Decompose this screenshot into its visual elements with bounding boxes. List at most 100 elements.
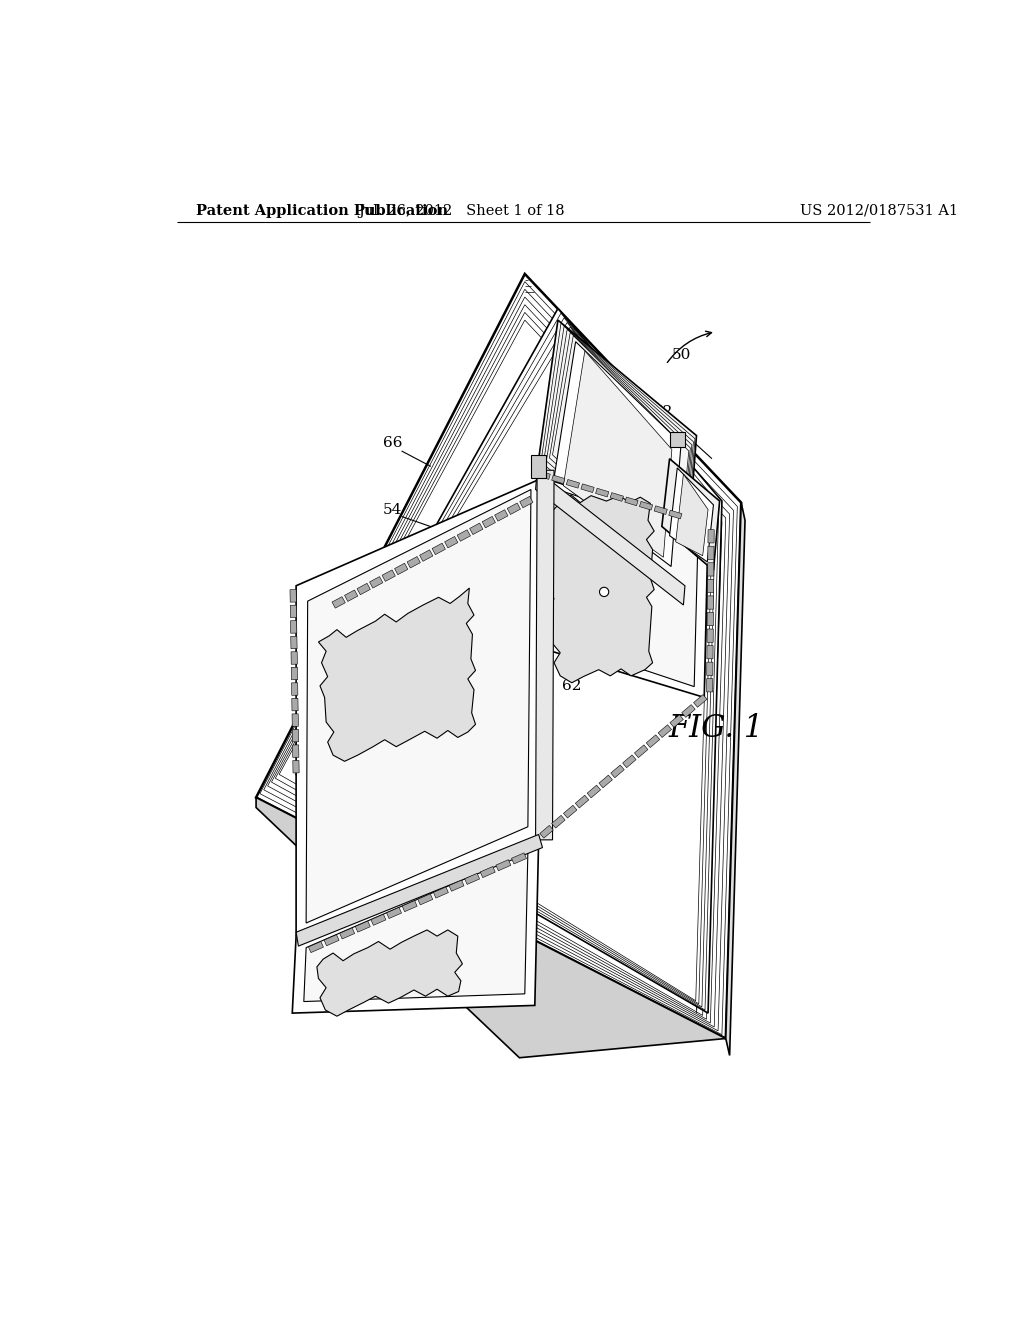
Polygon shape <box>707 630 714 643</box>
Polygon shape <box>552 816 565 828</box>
Text: US 2012/0187531 A1: US 2012/0187531 A1 <box>801 203 958 218</box>
Text: 54: 54 <box>608 590 628 605</box>
Polygon shape <box>340 928 354 939</box>
Polygon shape <box>610 492 624 502</box>
Polygon shape <box>470 523 483 535</box>
Polygon shape <box>531 455 547 478</box>
Text: 60: 60 <box>346 975 366 990</box>
Polygon shape <box>520 496 532 508</box>
Polygon shape <box>693 694 707 708</box>
Circle shape <box>599 587 608 597</box>
Polygon shape <box>291 620 297 634</box>
Polygon shape <box>536 470 685 605</box>
Polygon shape <box>708 579 714 593</box>
Polygon shape <box>566 479 580 488</box>
Polygon shape <box>496 859 511 871</box>
Polygon shape <box>676 474 708 556</box>
Polygon shape <box>256 797 726 1057</box>
Polygon shape <box>291 652 297 664</box>
Polygon shape <box>542 495 654 682</box>
Text: 68: 68 <box>302 638 322 652</box>
Polygon shape <box>540 825 553 838</box>
Polygon shape <box>639 502 652 510</box>
Polygon shape <box>708 612 714 626</box>
Text: 56: 56 <box>497 614 516 627</box>
Polygon shape <box>291 667 298 680</box>
Text: Jul. 26, 2012   Sheet 1 of 18: Jul. 26, 2012 Sheet 1 of 18 <box>358 203 565 218</box>
Polygon shape <box>552 475 565 483</box>
Polygon shape <box>670 432 685 447</box>
Polygon shape <box>296 834 543 946</box>
Polygon shape <box>512 853 526 865</box>
Polygon shape <box>708 595 714 609</box>
Polygon shape <box>292 714 298 726</box>
Polygon shape <box>292 682 298 696</box>
Polygon shape <box>292 840 539 1014</box>
Polygon shape <box>318 589 475 762</box>
Polygon shape <box>418 894 433 906</box>
Polygon shape <box>587 785 601 797</box>
Polygon shape <box>432 543 445 554</box>
Polygon shape <box>635 744 648 758</box>
Polygon shape <box>658 725 672 738</box>
Polygon shape <box>581 484 594 492</box>
Polygon shape <box>457 529 470 541</box>
Polygon shape <box>682 705 695 717</box>
Text: 66: 66 <box>383 437 402 450</box>
Polygon shape <box>670 469 714 562</box>
Polygon shape <box>450 880 464 891</box>
Polygon shape <box>480 866 496 878</box>
Polygon shape <box>669 511 682 519</box>
Polygon shape <box>707 645 713 659</box>
Polygon shape <box>296 478 543 936</box>
Polygon shape <box>646 735 659 747</box>
Text: 70: 70 <box>693 543 713 557</box>
Polygon shape <box>662 459 720 570</box>
Polygon shape <box>465 874 479 884</box>
Polygon shape <box>575 795 589 808</box>
Polygon shape <box>355 921 371 932</box>
Text: 62: 62 <box>562 678 582 693</box>
Polygon shape <box>495 510 508 521</box>
Polygon shape <box>291 636 297 648</box>
Polygon shape <box>596 488 609 496</box>
Text: 72: 72 <box>520 587 539 602</box>
Polygon shape <box>599 775 612 788</box>
Text: 50: 50 <box>672 347 691 362</box>
Polygon shape <box>332 597 345 609</box>
Polygon shape <box>563 351 672 557</box>
Polygon shape <box>382 570 395 581</box>
Polygon shape <box>623 755 636 768</box>
Polygon shape <box>554 342 681 566</box>
Polygon shape <box>549 488 698 686</box>
Polygon shape <box>357 583 371 595</box>
Polygon shape <box>408 557 421 568</box>
Polygon shape <box>293 744 299 758</box>
Polygon shape <box>293 760 299 774</box>
Polygon shape <box>371 915 386 925</box>
Text: 54: 54 <box>369 880 388 895</box>
Text: 54: 54 <box>383 503 402 517</box>
Text: 52: 52 <box>653 405 673 420</box>
Polygon shape <box>444 536 458 548</box>
Polygon shape <box>610 766 625 777</box>
Polygon shape <box>708 546 714 560</box>
Text: 64: 64 <box>497 824 516 838</box>
Polygon shape <box>308 941 324 953</box>
Polygon shape <box>726 503 745 1056</box>
Polygon shape <box>507 503 520 515</box>
Polygon shape <box>324 935 339 946</box>
Polygon shape <box>707 663 713 676</box>
Polygon shape <box>433 887 449 898</box>
Polygon shape <box>708 562 714 576</box>
Polygon shape <box>304 851 528 1002</box>
Polygon shape <box>563 805 577 818</box>
Polygon shape <box>708 529 714 543</box>
Polygon shape <box>394 564 408 574</box>
Polygon shape <box>654 506 668 515</box>
Polygon shape <box>670 714 683 727</box>
Polygon shape <box>537 471 550 479</box>
Polygon shape <box>292 698 298 711</box>
Text: FIG. 1: FIG. 1 <box>668 713 763 743</box>
Polygon shape <box>306 490 531 923</box>
